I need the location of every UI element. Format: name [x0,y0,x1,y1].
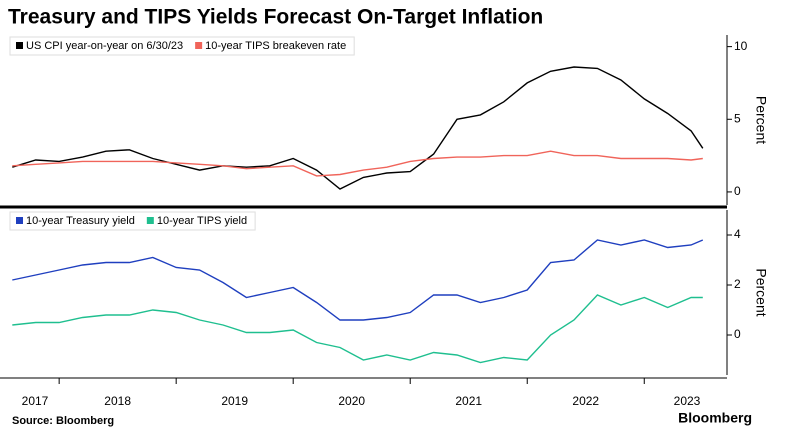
x-tick-label: 2021 [455,394,482,408]
y-axis-label: Percent [753,96,769,144]
y-tick-label: 4 [734,227,741,241]
legend-swatch [16,42,23,49]
legend-box [9,36,355,56]
x-tick-label: 2018 [104,394,131,408]
legend-label: 10-year TIPS yield [157,215,247,227]
series-line [12,294,703,364]
legend: US CPI year-on-year on 6/30/23 10-year TI… [9,36,355,56]
x-tick-label: 2023 [674,394,701,408]
x-tick-label: 2022 [572,394,599,408]
series-line [12,66,704,190]
legend-box [9,211,256,231]
legend-swatch [195,42,203,49]
legend-label: US CPI year-on-year on 6/30/23 [26,40,183,52]
source: Source: Bloomberg [12,415,114,427]
legend-swatch [146,217,154,224]
legend: 10-year Treasury yield 10-year TIPS yield [9,211,256,231]
legend-label: 10-year TIPS breakeven rate [205,40,346,52]
x-tick-label: 2020 [338,394,365,408]
legend-label: 10-year Treasury yield [26,215,135,227]
series-line [12,150,703,177]
chart-title: Treasury and TIPS Yields Forecast On-Tar… [8,6,543,29]
y-tick-label: 10 [734,39,748,53]
x-tick-label: 2017 [22,394,49,408]
x-tick-label: 2019 [221,394,248,408]
y-tick-label: 0 [734,184,741,198]
y-axis-label: Percent [753,268,769,316]
series-line [12,239,704,321]
brand: Bloomberg [678,410,752,426]
y-tick-label: 5 [734,111,741,125]
legend-swatch [16,217,23,224]
y-tick-label: 2 [734,277,741,291]
y-tick-label: 0 [734,327,741,341]
